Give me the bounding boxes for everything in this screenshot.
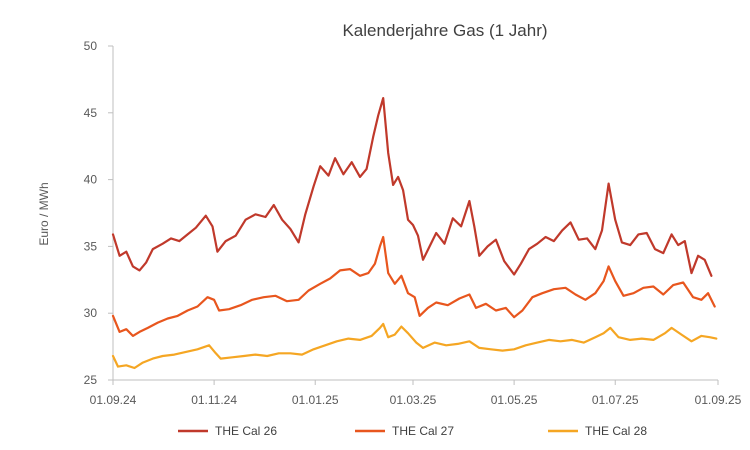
- legend-label-2: THE Cal 27: [392, 424, 454, 438]
- legend: THE Cal 26 THE Cal 27 THE Cal 28: [178, 424, 647, 438]
- series-line-1: [111, 97, 713, 277]
- x-tick-label: 01.11.24: [191, 393, 237, 407]
- x-axis: 01.09.24 01.11.24 01.01.25 01.03.25 01.05.25…: [90, 379, 742, 407]
- legend-label-1: THE Cal 26: [215, 424, 277, 438]
- x-tick-label: 01.01.25: [292, 393, 339, 407]
- series-line-2: [111, 235, 716, 337]
- x-tick-label: 01.07.25: [592, 393, 639, 407]
- x-tick-label: 01.05.25: [491, 393, 538, 407]
- x-tick-label: 01.09.25: [695, 393, 742, 407]
- y-tick-label: 45: [84, 106, 98, 120]
- y-tick-label: 50: [84, 39, 98, 53]
- chart-title: Kalenderjahre Gas (1 Jahr): [342, 21, 547, 40]
- y-axis: 25 30 35 40 45 50: [84, 39, 114, 387]
- y-axis-label: Euro / MWh: [37, 182, 51, 245]
- legend-label-3: THE Cal 28: [585, 424, 647, 438]
- y-tick-label: 40: [84, 173, 98, 187]
- series-lines: [111, 97, 718, 370]
- y-tick-label: 35: [84, 239, 98, 253]
- y-tick-label: 30: [84, 306, 98, 320]
- x-tick-label: 01.09.24: [90, 393, 137, 407]
- series-line-3: [111, 322, 718, 370]
- y-tick-label: 25: [84, 373, 98, 387]
- x-tick-label: 01.03.25: [390, 393, 437, 407]
